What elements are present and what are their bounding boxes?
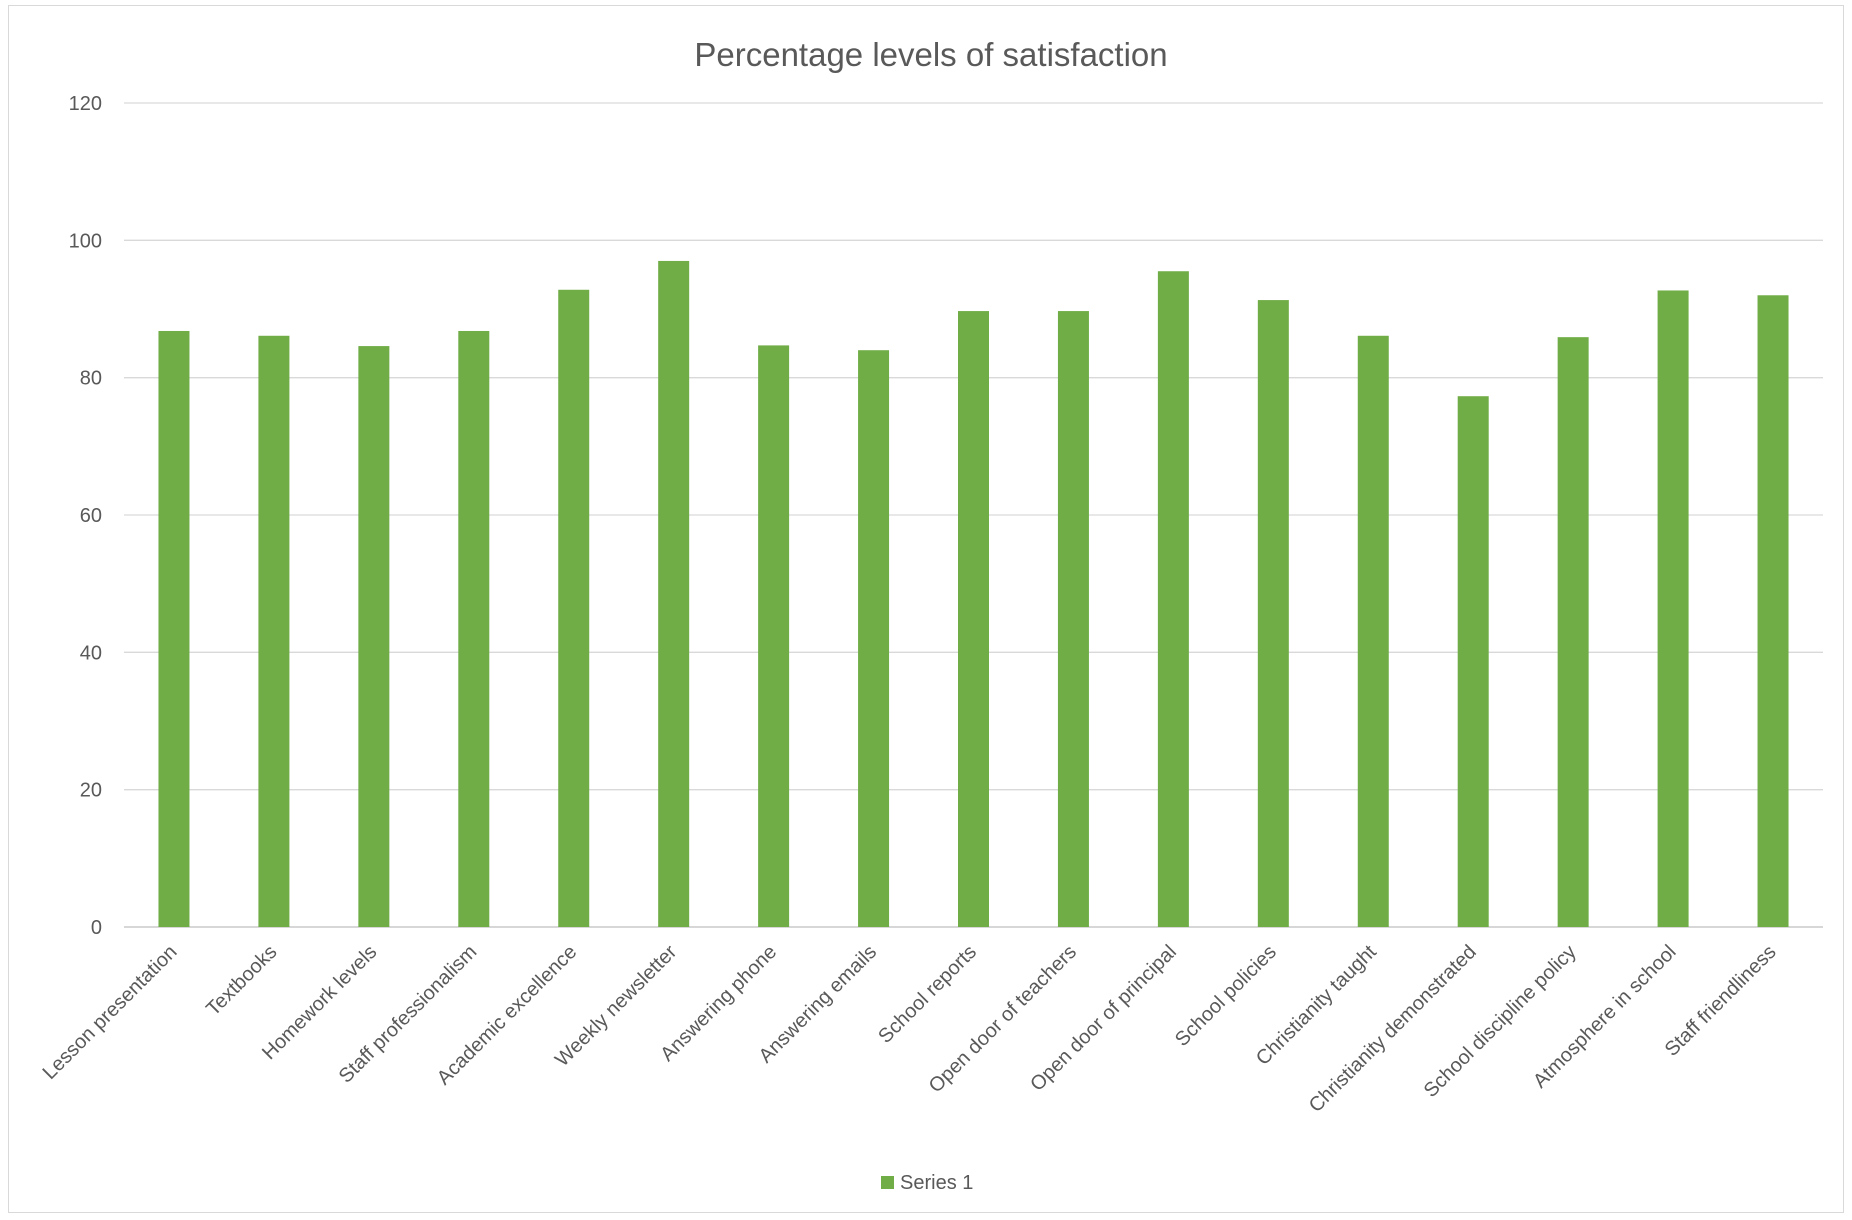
bar — [358, 346, 390, 928]
y-tick-label: 100 — [69, 230, 102, 252]
chart-title: Percentage levels of satisfaction — [694, 36, 1167, 73]
y-tick-label: 0 — [91, 917, 102, 939]
bar — [1257, 300, 1289, 927]
chart-frame: Percentage levels of satisfaction 0 20 40 6… — [8, 5, 1844, 1213]
y-tick-label: 120 — [69, 93, 102, 115]
bar — [1457, 396, 1489, 927]
bar-chart: Percentage levels of satisfaction 0 20 40 6… — [39, 36, 1823, 1194]
bar — [1757, 295, 1789, 927]
bar — [658, 260, 690, 927]
bar — [1357, 335, 1389, 927]
bar — [1557, 337, 1589, 927]
bar — [1057, 311, 1089, 927]
bar — [158, 330, 190, 927]
x-tick-label: School reports — [874, 941, 981, 1048]
bar — [1657, 290, 1689, 928]
bar — [958, 311, 989, 927]
x-tick-label: Lesson presentation — [39, 941, 182, 1084]
y-tick-label: 60 — [80, 505, 102, 527]
legend-label-series-1: Series 1 — [900, 1172, 973, 1194]
legend: Series 1 — [881, 1172, 973, 1194]
bar — [558, 289, 590, 928]
x-tick-label: Christianity demonstrated — [1305, 941, 1481, 1117]
x-tick-label: School policies — [1171, 941, 1281, 1051]
y-axis-tick-labels: 0 20 40 60 80 100 120 — [69, 93, 102, 939]
x-tick-label: Staff friendliness — [1661, 941, 1781, 1061]
y-tick-label: 40 — [80, 642, 102, 664]
bar — [458, 330, 490, 927]
bar — [858, 350, 890, 927]
y-tick-label: 80 — [80, 368, 102, 390]
x-tick-label: Textbooks — [202, 941, 281, 1020]
y-tick-label: 20 — [80, 780, 102, 802]
bar — [1157, 271, 1189, 927]
bar — [258, 335, 290, 927]
legend-swatch-series-1 — [881, 1176, 894, 1189]
bars — [158, 260, 1789, 928]
bar — [758, 345, 790, 928]
